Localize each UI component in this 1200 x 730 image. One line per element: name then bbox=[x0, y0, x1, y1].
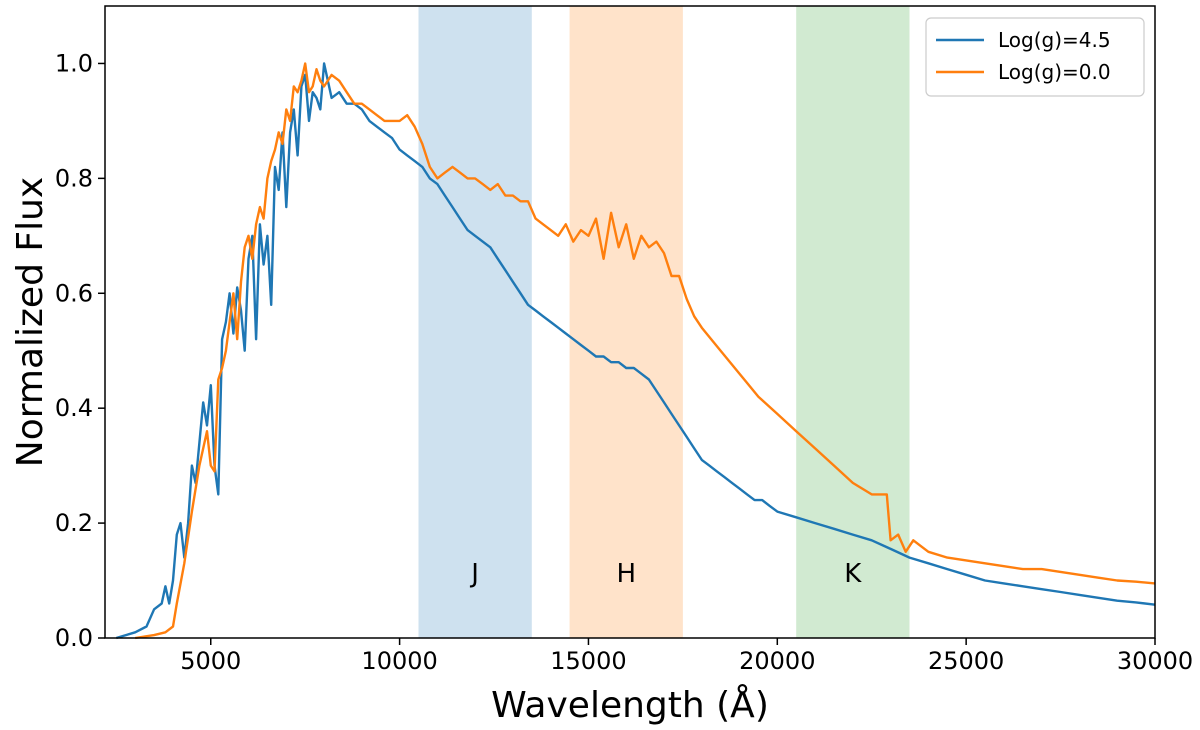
y-tick-label: 0.4 bbox=[55, 394, 93, 422]
x-tick-label: 15000 bbox=[550, 647, 626, 675]
x-tick-label: 10000 bbox=[361, 647, 437, 675]
y-tick-label: 0.2 bbox=[55, 509, 93, 537]
band-h bbox=[569, 6, 683, 638]
x-tick-label: 25000 bbox=[928, 647, 1004, 675]
y-tick-label: 0.8 bbox=[55, 164, 93, 192]
band-label-j: J bbox=[469, 559, 479, 589]
series-line-0 bbox=[115, 62, 1156, 640]
y-axis-label: Normalized Flux bbox=[10, 177, 51, 467]
x-tick-label: 30000 bbox=[1117, 647, 1193, 675]
x-tick-label: 5000 bbox=[180, 647, 241, 675]
legend: Log(g)=4.5 Log(g)=0.0 bbox=[925, 17, 1145, 97]
legend-label: Log(g)=0.0 bbox=[998, 60, 1111, 84]
band-label-h: H bbox=[616, 559, 636, 589]
y-tick-label: 0.6 bbox=[55, 279, 93, 307]
legend-box bbox=[925, 17, 1145, 97]
band-k bbox=[796, 6, 910, 638]
legend-label: Log(g)=4.5 bbox=[998, 28, 1111, 52]
y-tick-label: 1.0 bbox=[55, 49, 93, 77]
y-tick-label: 0.0 bbox=[55, 624, 93, 652]
plot-frame bbox=[104, 5, 1156, 639]
band-label-k: K bbox=[844, 559, 862, 589]
series-layer bbox=[115, 62, 1156, 640]
ticks-layer: 5000 10000 15000 20000 25000 30000 0.0 0.2 0.4 0.… bbox=[55, 49, 1193, 675]
series-line-1 bbox=[135, 62, 1156, 640]
x-tick-label: 20000 bbox=[739, 647, 815, 675]
band-j bbox=[418, 6, 532, 638]
x-axis-label: Wavelength (Å) bbox=[491, 683, 769, 726]
